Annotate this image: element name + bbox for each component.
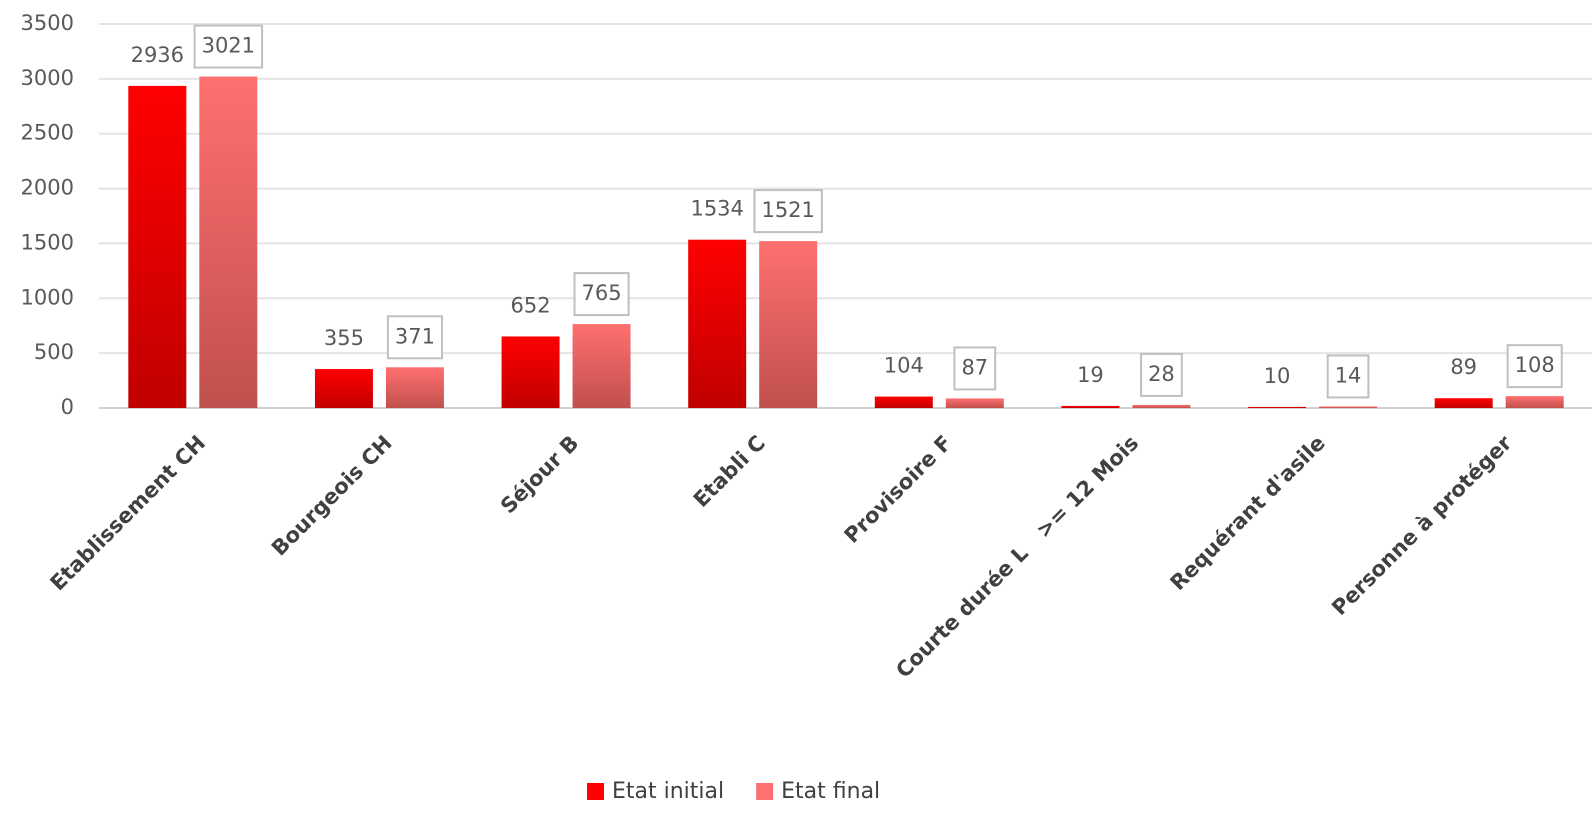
data-label: 355: [324, 326, 364, 350]
data-label: 652: [511, 293, 551, 317]
bar: [572, 324, 631, 408]
data-label-box: [386, 315, 443, 360]
x-tick-label: Provisoire F: [840, 431, 957, 548]
data-label: 28: [1148, 362, 1175, 386]
bar: [1505, 396, 1564, 408]
data-label: 104: [884, 354, 924, 378]
y-tick-label: 0: [61, 395, 74, 419]
y-tick-label: 3000: [21, 66, 74, 90]
data-label: 89: [1450, 355, 1477, 379]
legend-label: Etat initial: [612, 779, 724, 804]
data-label: 765: [582, 281, 622, 305]
legend-swatch: [756, 783, 774, 800]
data-label: 3021: [202, 34, 255, 58]
bar: [1434, 398, 1493, 408]
bar: [1132, 404, 1191, 408]
data-label-box: [193, 24, 264, 69]
data-label: 1534: [690, 197, 743, 221]
data-label-box: [753, 189, 823, 234]
data-label-box: [573, 272, 630, 317]
bar: [385, 367, 444, 408]
data-label: 10: [1264, 364, 1291, 388]
data-label-box: [953, 346, 997, 391]
data-label: 14: [1335, 363, 1362, 387]
data-label: 87: [961, 355, 988, 379]
y-tick-label: 2000: [21, 176, 74, 200]
y-tick-label: 1500: [21, 230, 74, 254]
bar: [1319, 406, 1378, 408]
data-label: 2936: [131, 43, 184, 67]
x-tick-label: Bourgeois CH: [267, 431, 397, 561]
bar: [199, 76, 258, 408]
bar: [945, 398, 1004, 408]
x-tick-label: Séjour B: [496, 431, 583, 518]
data-label-box: [1506, 344, 1563, 389]
data-label-box: [1140, 352, 1183, 397]
x-tick-label: Etablissement CH: [46, 431, 211, 596]
data-label-box: [1326, 354, 1370, 399]
bar: [501, 336, 560, 408]
data-label: 19: [1077, 363, 1104, 387]
y-tick-label: 1000: [21, 285, 74, 309]
legend-swatch: [587, 783, 604, 800]
bar: [1061, 405, 1120, 408]
x-tick-label: Personne à protéger: [1327, 430, 1517, 620]
x-tick-label: Etabli C: [689, 431, 770, 512]
data-label: 371: [395, 324, 435, 348]
data-label: 1521: [761, 198, 814, 222]
y-tick-label: 3500: [21, 11, 74, 35]
bar: [759, 241, 818, 408]
x-tick-label: Requérant d'asile: [1166, 431, 1330, 595]
data-label: 108: [1515, 353, 1555, 377]
bar: [314, 369, 373, 408]
bar: [688, 239, 747, 408]
bar: [874, 396, 933, 408]
bar: [1248, 406, 1307, 408]
y-tick-label: 500: [34, 340, 74, 364]
y-tick-label: 2500: [21, 121, 74, 145]
legend-label: Etat final: [781, 779, 880, 804]
bar: [128, 85, 187, 409]
